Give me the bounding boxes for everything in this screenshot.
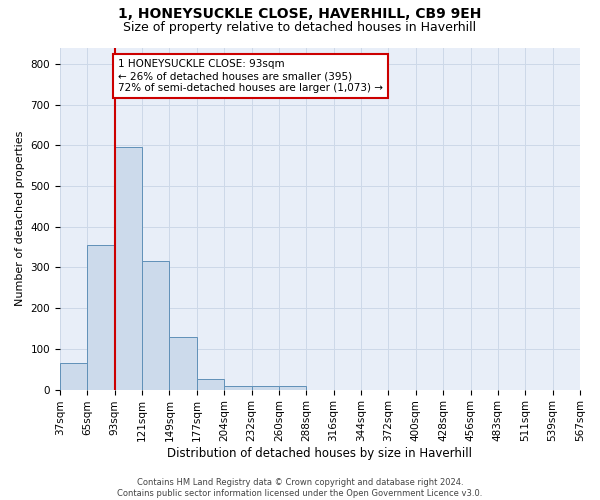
Bar — [142, 262, 169, 390]
Bar — [115, 148, 142, 390]
Bar — [87, 245, 115, 390]
Text: 1, HONEYSUCKLE CLOSE, HAVERHILL, CB9 9EH: 1, HONEYSUCKLE CLOSE, HAVERHILL, CB9 9EH — [118, 8, 482, 22]
X-axis label: Distribution of detached houses by size in Haverhill: Distribution of detached houses by size … — [167, 447, 472, 460]
Bar — [60, 363, 87, 390]
Text: Contains HM Land Registry data © Crown copyright and database right 2024.
Contai: Contains HM Land Registry data © Crown c… — [118, 478, 482, 498]
Text: 1 HONEYSUCKLE CLOSE: 93sqm
← 26% of detached houses are smaller (395)
72% of sem: 1 HONEYSUCKLE CLOSE: 93sqm ← 26% of deta… — [118, 60, 383, 92]
Bar — [197, 380, 224, 390]
Bar — [169, 336, 197, 390]
Bar — [251, 386, 279, 390]
Y-axis label: Number of detached properties: Number of detached properties — [15, 131, 25, 306]
Bar — [224, 386, 251, 390]
Text: Size of property relative to detached houses in Haverhill: Size of property relative to detached ho… — [124, 21, 476, 34]
Bar — [279, 386, 306, 390]
